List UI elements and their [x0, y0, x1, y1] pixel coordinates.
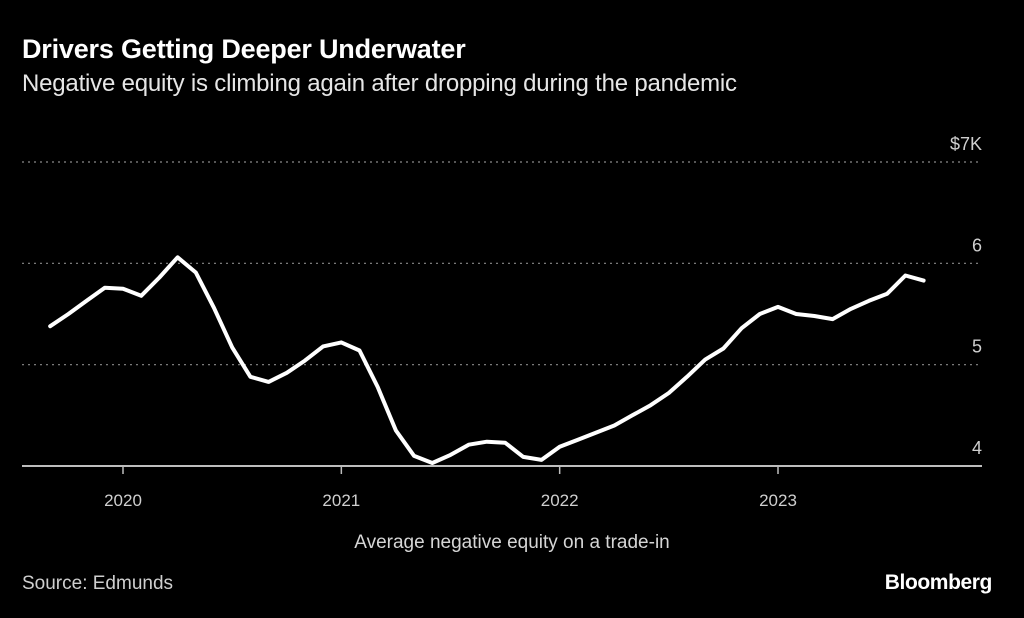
y-tick-label-7: $7K — [950, 134, 982, 154]
x-tick-label-2020: 2020 — [104, 491, 142, 510]
source-note: Source: Edmunds — [22, 573, 174, 594]
x-tick-label-2022: 2022 — [541, 491, 579, 510]
x-axis: 2020 2021 2022 2023 — [22, 465, 982, 510]
y-tick-label-5: 5 — [972, 337, 982, 357]
series-line-0 — [48, 255, 926, 465]
chart-subtitle: Negative equity is climbing again after … — [22, 70, 737, 97]
series-layer — [48, 255, 926, 465]
y-tick-label-4: 4 — [972, 438, 982, 458]
x-tick-label-2023: 2023 — [759, 491, 797, 510]
x-tick-label-2021: 2021 — [322, 491, 360, 510]
y-axis-labels: 4 5 6 $7K — [950, 134, 982, 458]
chart-title: Drivers Getting Deeper Underwater — [22, 34, 466, 64]
bloomberg-logo: Bloomberg — [884, 571, 993, 594]
y-tick-label-6: 6 — [972, 235, 982, 255]
gridlines — [22, 161, 982, 366]
x-axis-caption: Average negative equity on a trade-in — [354, 532, 670, 553]
